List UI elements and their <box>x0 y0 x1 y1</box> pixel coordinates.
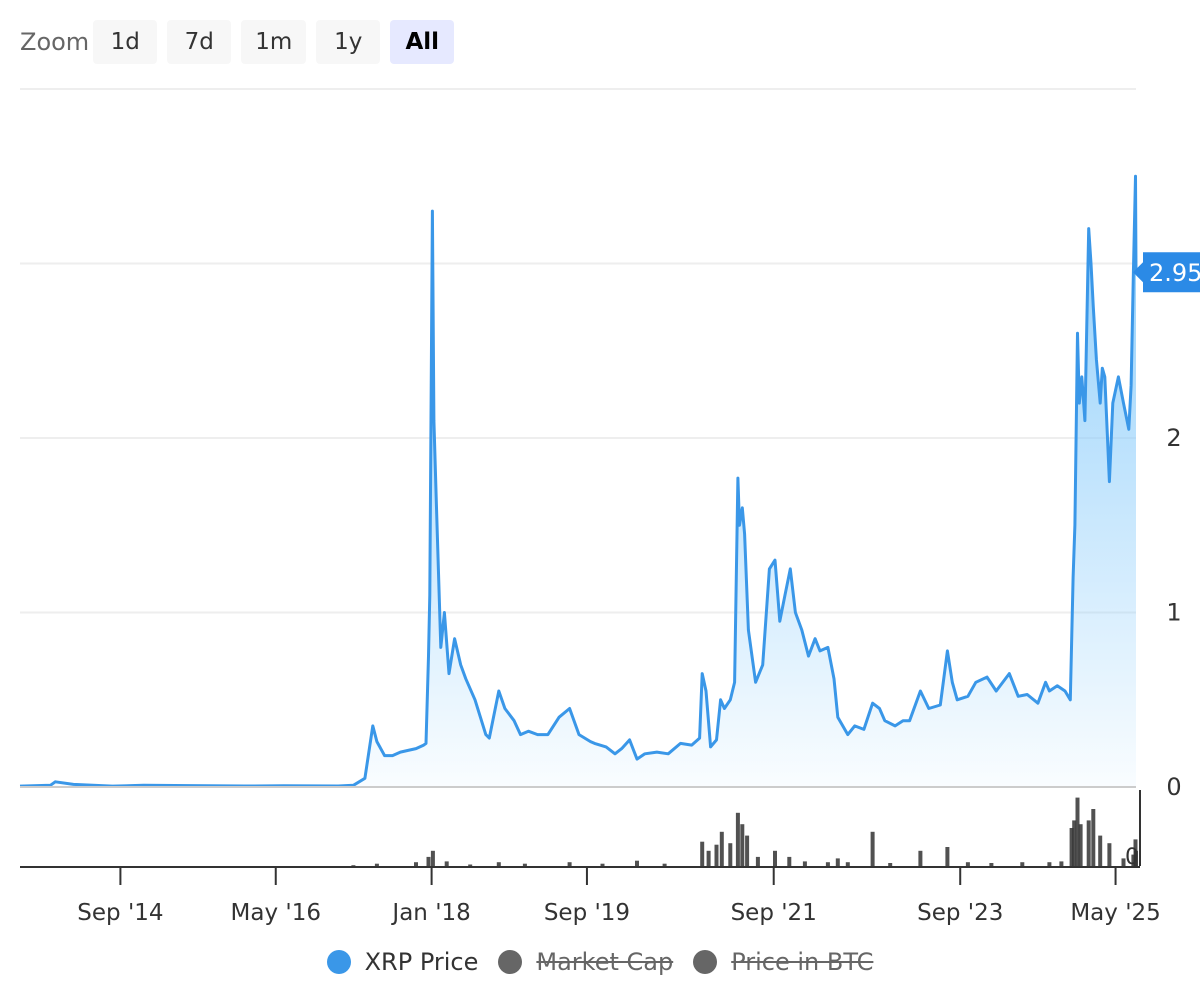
volume-bar <box>870 831 875 866</box>
volume-bar <box>1075 797 1080 866</box>
x-tick-label: Sep '23 <box>917 900 1003 926</box>
legend-label: Price in BTC <box>731 948 874 976</box>
legend-dot-icon <box>693 950 718 974</box>
x-tick-label: Jan '18 <box>390 900 470 926</box>
zoom-1m-button[interactable]: 1m <box>241 20 307 64</box>
x-tick-label: May '25 <box>1070 900 1160 926</box>
volume-bar <box>414 862 418 866</box>
price-badge-label: 2.95 <box>1149 259 1200 287</box>
zoom-7d-button[interactable]: 7d <box>167 20 232 64</box>
price-area-fill <box>20 176 1136 788</box>
volume-bar <box>1072 820 1077 866</box>
volume-bar <box>755 856 760 866</box>
volume-bar <box>1091 809 1096 866</box>
volume-bar <box>1131 854 1136 866</box>
volume-bar <box>714 844 719 866</box>
legend-item-market-cap[interactable]: Market Cap <box>498 948 673 976</box>
grid-lines <box>20 88 1136 614</box>
volume-bar <box>1078 824 1083 866</box>
volume-bar <box>825 862 830 866</box>
y-axis-labels: 0123 <box>1166 250 1181 802</box>
volume-bar <box>1098 835 1103 866</box>
volume-bar <box>845 862 850 866</box>
legend-item-price-in-btc[interactable]: Price in BTC <box>693 948 873 976</box>
price-series-line[interactable] <box>19 174 1138 788</box>
volume-bar <box>888 863 893 866</box>
volume-bar <box>740 824 745 866</box>
volume-bar <box>1107 843 1112 866</box>
volume-bars: 0 <box>351 790 1141 870</box>
volume-bar <box>662 863 667 866</box>
volume-bar <box>773 850 777 866</box>
volume-bar <box>835 858 840 866</box>
y-tick-label: 2 <box>1166 424 1181 452</box>
volume-bar <box>787 856 792 866</box>
volume-bar <box>444 861 449 866</box>
volume-bar <box>635 860 639 866</box>
x-tick-label: May '16 <box>231 900 321 926</box>
volume-bar <box>600 863 605 866</box>
zoom-all-button[interactable]: All <box>390 20 455 64</box>
volume-bar <box>728 843 733 866</box>
volume-bar <box>567 862 572 866</box>
y-tick-label: 0 <box>1166 773 1181 801</box>
volume-bar <box>745 835 750 866</box>
volume-bar <box>522 863 527 866</box>
x-axis: Sep '14 May '16 Jan '18 Sep '19 Sep '21 Sep '… <box>20 786 1161 926</box>
zoom-1d-button[interactable]: 1d <box>93 20 158 64</box>
volume-bar <box>430 850 435 866</box>
legend-item-xrp-price[interactable]: XRP Price <box>326 948 479 976</box>
volume-bar <box>989 863 994 866</box>
price-badge-shape <box>1133 252 1200 293</box>
volume-bar <box>1020 862 1025 866</box>
legend: XRP Price Market Cap Price in BTC <box>0 942 1200 982</box>
volume-bar <box>1121 858 1126 866</box>
current-price-badge: 2.95 <box>1133 252 1200 293</box>
volume-bar <box>945 847 950 866</box>
legend-label: XRP Price <box>364 948 479 976</box>
volume-bar <box>1134 850 1138 866</box>
volume-bar <box>1059 861 1064 866</box>
volume-bar <box>706 850 711 866</box>
volume-bar <box>700 841 705 866</box>
x-tick-label: Sep '21 <box>731 900 817 926</box>
volume-bar <box>802 861 807 866</box>
volume-tick-label: 0 <box>1125 845 1139 870</box>
volume-bar <box>1047 862 1052 866</box>
zoom-bar: Zoom 1d 7d 1m 1y All <box>20 20 464 64</box>
legend-dot-icon <box>326 950 351 974</box>
volume-bar <box>1086 820 1091 866</box>
y-tick-label: 1 <box>1166 599 1181 627</box>
volume-bar <box>965 862 970 866</box>
volume-bar <box>1069 828 1074 866</box>
volume-bar <box>735 812 740 866</box>
volume-bar <box>426 856 431 866</box>
volume-bar <box>719 831 724 866</box>
x-tick-label: Sep '14 <box>77 900 163 926</box>
legend-dot-icon <box>498 950 523 974</box>
legend-label: Market Cap <box>536 948 674 976</box>
volume-bar <box>374 863 379 866</box>
volume-bar <box>918 850 923 866</box>
volume-bar <box>496 862 501 866</box>
zoom-1y-button[interactable]: 1y <box>316 20 381 64</box>
x-tick-label: Sep '19 <box>544 900 630 926</box>
volume-bar <box>351 865 356 866</box>
volume-bar <box>468 864 473 866</box>
zoom-label: Zoom <box>20 28 90 56</box>
